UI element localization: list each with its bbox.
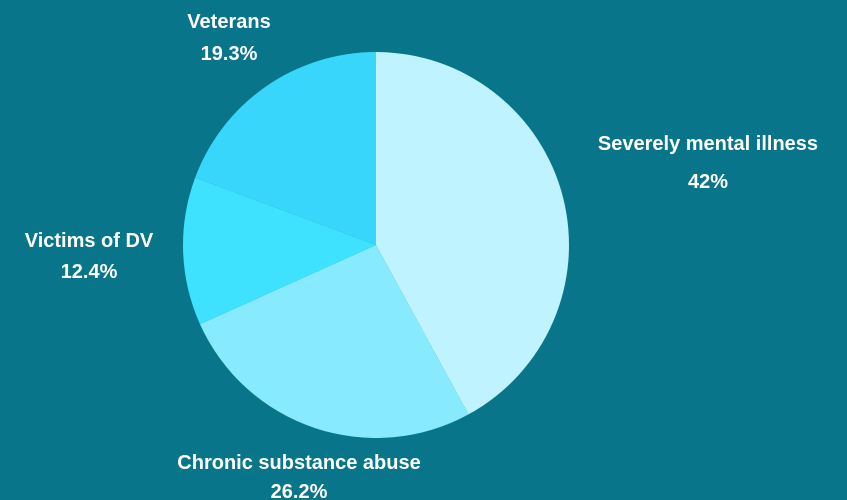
pie-slice-chronic-substance-abuse (200, 245, 469, 438)
pie-slices (182, 52, 569, 438)
slice-percent-severely-mental-illness: 42% (688, 171, 728, 193)
slice-percent-veterans: 19.3% (201, 43, 258, 65)
slice-label-veterans: Veterans (187, 11, 270, 33)
slice-percent-victims-of-dv: 12.4% (61, 261, 118, 283)
slice-label-chronic-substance-abuse: Chronic substance abuse (177, 452, 420, 474)
slice-label-severely-mental-illness: Severely mental illness (598, 133, 818, 155)
pie-slice-veterans (195, 52, 376, 245)
pie-slice-severely-mental-illness (376, 52, 569, 415)
slice-label-victims-of-dv: Victims of DV (25, 230, 154, 252)
pie-labels: Severely mental illness 42% Chronic subs… (25, 11, 818, 500)
pie-slice-victims-of-dv (182, 177, 376, 325)
slice-percent-chronic-substance-abuse: 26.2% (271, 481, 328, 500)
